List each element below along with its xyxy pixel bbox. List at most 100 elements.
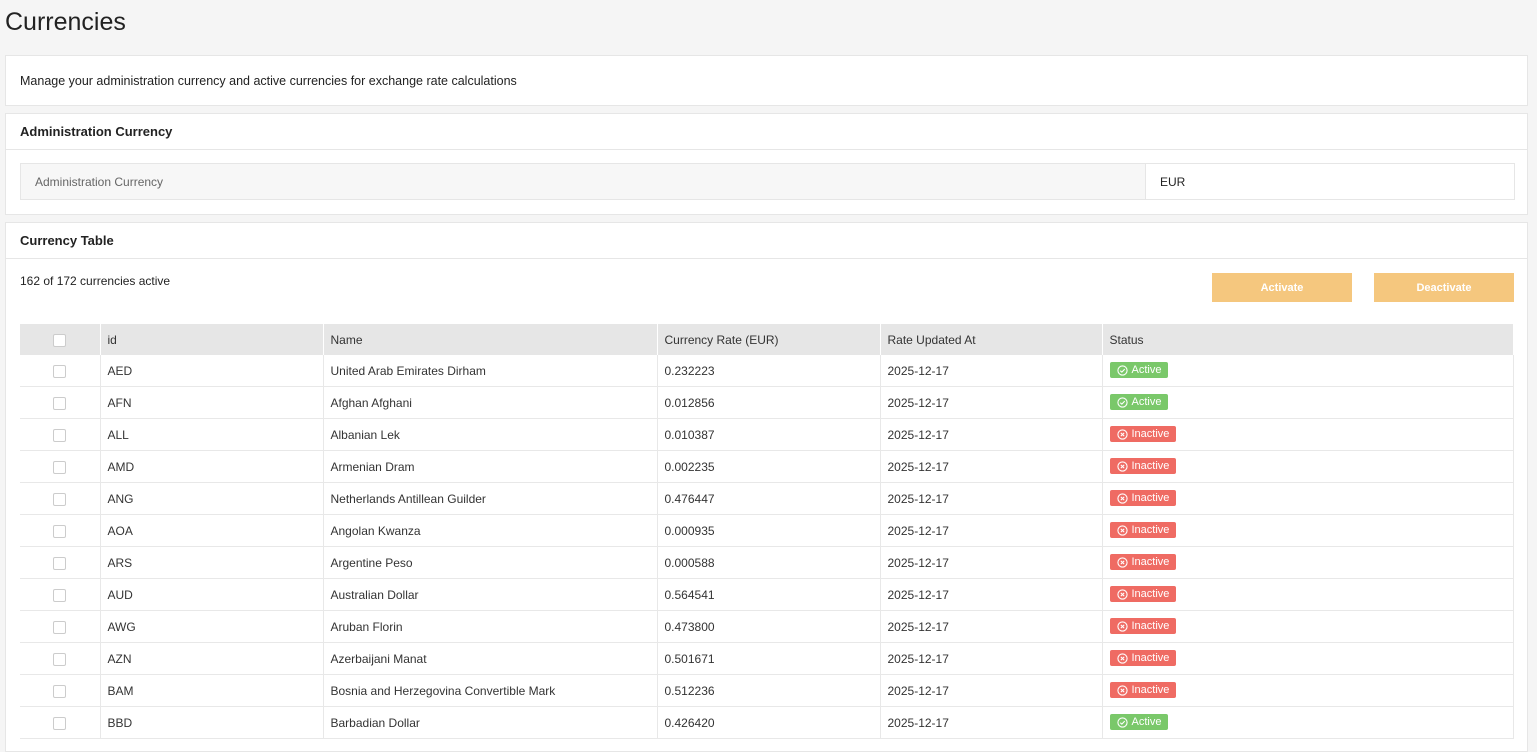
status-text: Active [1131,716,1162,729]
currency-id: AZN [100,642,324,675]
currency-rate: 0.002235 [657,450,881,483]
table-row[interactable]: AFN Afghan Afghani 0.012856 2025-12-17 Activ… [20,386,1514,419]
admin-panel: Administration Currency Administration C… [5,113,1528,215]
column-header[interactable]: Currency Rate (EUR) [657,324,881,355]
table-row[interactable]: BBD Barbadian Dollar 0.426420 2025-12-17 Act… [20,706,1514,739]
status-badge: Inactive [1109,618,1177,635]
currency-name: Afghan Afghani [323,386,658,419]
field-value: EUR [1160,175,1186,189]
status-text: Inactive [1131,460,1170,473]
currency-rate: 0.010387 [657,418,881,451]
table-row[interactable]: AUD Australian Dollar 0.564541 2025-12-17 In… [20,578,1514,611]
checkbox[interactable] [53,684,67,698]
select-cell [20,706,101,739]
status-text: Inactive [1131,556,1170,569]
checkbox[interactable] [53,333,67,347]
rate-updated: 2025-12-17 [880,514,1103,547]
table-row[interactable]: ANG Netherlands Antillean Guilder 0.476447… [20,482,1514,515]
select-cell [20,386,101,419]
status-cell: Inactive [1102,418,1514,451]
section-title: Currency Table [6,223,1527,259]
currency-id: BBD [100,706,324,739]
rate-updated: 2025-12-17 [880,418,1103,451]
checkbox[interactable] [53,428,67,442]
checkbox[interactable] [53,716,67,730]
rate-updated: 2025-12-17 [880,386,1103,419]
status-icon [1116,365,1128,376]
checkbox[interactable] [53,620,67,634]
currency-name: Netherlands Antillean Guilder [323,482,658,515]
status-badge: Inactive [1109,426,1177,443]
currency-id: AED [100,355,324,387]
rate-updated: 2025-12-17 [880,578,1103,611]
currency-rate: 0.012856 [657,386,881,419]
deactivate-button[interactable]: Deactivate [1374,273,1514,302]
status-text: Inactive [1131,524,1170,537]
status-text: Inactive [1131,588,1170,601]
table-row[interactable]: AED United Arab Emirates Dirham 0.232223 20… [20,355,1514,387]
currency-id: AWG [100,610,324,643]
table-row[interactable]: AZN Azerbaijani Manat 0.501671 2025-12-17 In… [20,642,1514,675]
status-text: Active [1131,396,1162,409]
checkbox[interactable] [53,364,67,378]
checkbox[interactable] [53,396,67,410]
status-cell: Inactive [1102,482,1514,515]
status-badge: Inactive [1109,650,1177,667]
table-body: AED United Arab Emirates Dirham 0.232223 20… [20,355,1514,739]
table-row[interactable]: AMD Armenian Dram 0.002235 2025-12-17 Inacti… [20,450,1514,483]
table-row[interactable]: ARS Argentine Peso 0.000588 2025-12-17 Inact… [20,546,1514,579]
status-badge: Active [1109,394,1169,411]
checkbox[interactable] [53,556,67,570]
select-cell [20,450,101,483]
column-header[interactable]: id [100,324,324,355]
currency-id: ANG [100,482,324,515]
currency-rate: 0.473800 [657,610,881,643]
status-icon [1116,397,1128,408]
table-row[interactable]: BAM Bosnia and Herzegovina Convertible Ma… [20,674,1514,707]
checkbox[interactable] [53,524,67,538]
status-cell: Inactive [1102,610,1514,643]
select-cell [20,642,101,675]
column-header[interactable]: Status [1102,324,1514,355]
checkbox[interactable] [53,652,67,666]
table-row[interactable]: ALL Albanian Lek 0.010387 2025-12-17 Inactiv… [20,418,1514,451]
status-cell: Inactive [1102,578,1514,611]
status-text: Active [1131,364,1162,377]
status-cell: Active [1102,386,1514,419]
header-row: id Name Currency Rate (EUR) Rate Updated At… [20,324,1514,355]
currency-rate: 0.476447 [657,482,881,515]
rate-updated: 2025-12-17 [880,546,1103,579]
status-icon [1116,621,1128,632]
status-text: Inactive [1131,652,1170,665]
status-cell: Inactive [1102,546,1514,579]
status-cell: Inactive [1102,450,1514,483]
select-all[interactable] [20,324,101,355]
status-badge: Inactive [1109,522,1177,539]
currency-rate: 0.232223 [657,355,881,387]
checkbox[interactable] [53,588,67,602]
admin-field: Administration Currency EUR [20,163,1515,200]
currency-name: United Arab Emirates Dirham [323,355,658,387]
status-badge: Inactive [1109,682,1177,699]
status-icon [1116,557,1128,568]
currency-rate: 0.426420 [657,706,881,739]
status-icon [1116,589,1128,600]
select-cell [20,610,101,643]
rate-updated: 2025-12-17 [880,610,1103,643]
checkbox[interactable] [53,492,67,506]
rate-updated: 2025-12-17 [880,450,1103,483]
column-header[interactable]: Name [323,324,658,355]
checkbox[interactable] [53,460,67,474]
summary: 162 of 172 currencies active [20,274,171,288]
table-row[interactable]: AWG Aruban Florin 0.473800 2025-12-17 Inacti… [20,610,1514,643]
intro-panel: Manage your administration currency and … [5,55,1528,106]
column-header[interactable]: Rate Updated At [880,324,1103,355]
activate-button[interactable]: Activate [1212,273,1352,302]
currency-name: Argentine Peso [323,546,658,579]
currency-name: Armenian Dram [323,450,658,483]
page-title: Currencies [5,8,126,36]
table-row[interactable]: AOA Angolan Kwanza 0.000935 2025-12-17 Inact… [20,514,1514,547]
currency-id: AFN [100,386,324,419]
select-cell [20,418,101,451]
currency-rate: 0.000588 [657,546,881,579]
